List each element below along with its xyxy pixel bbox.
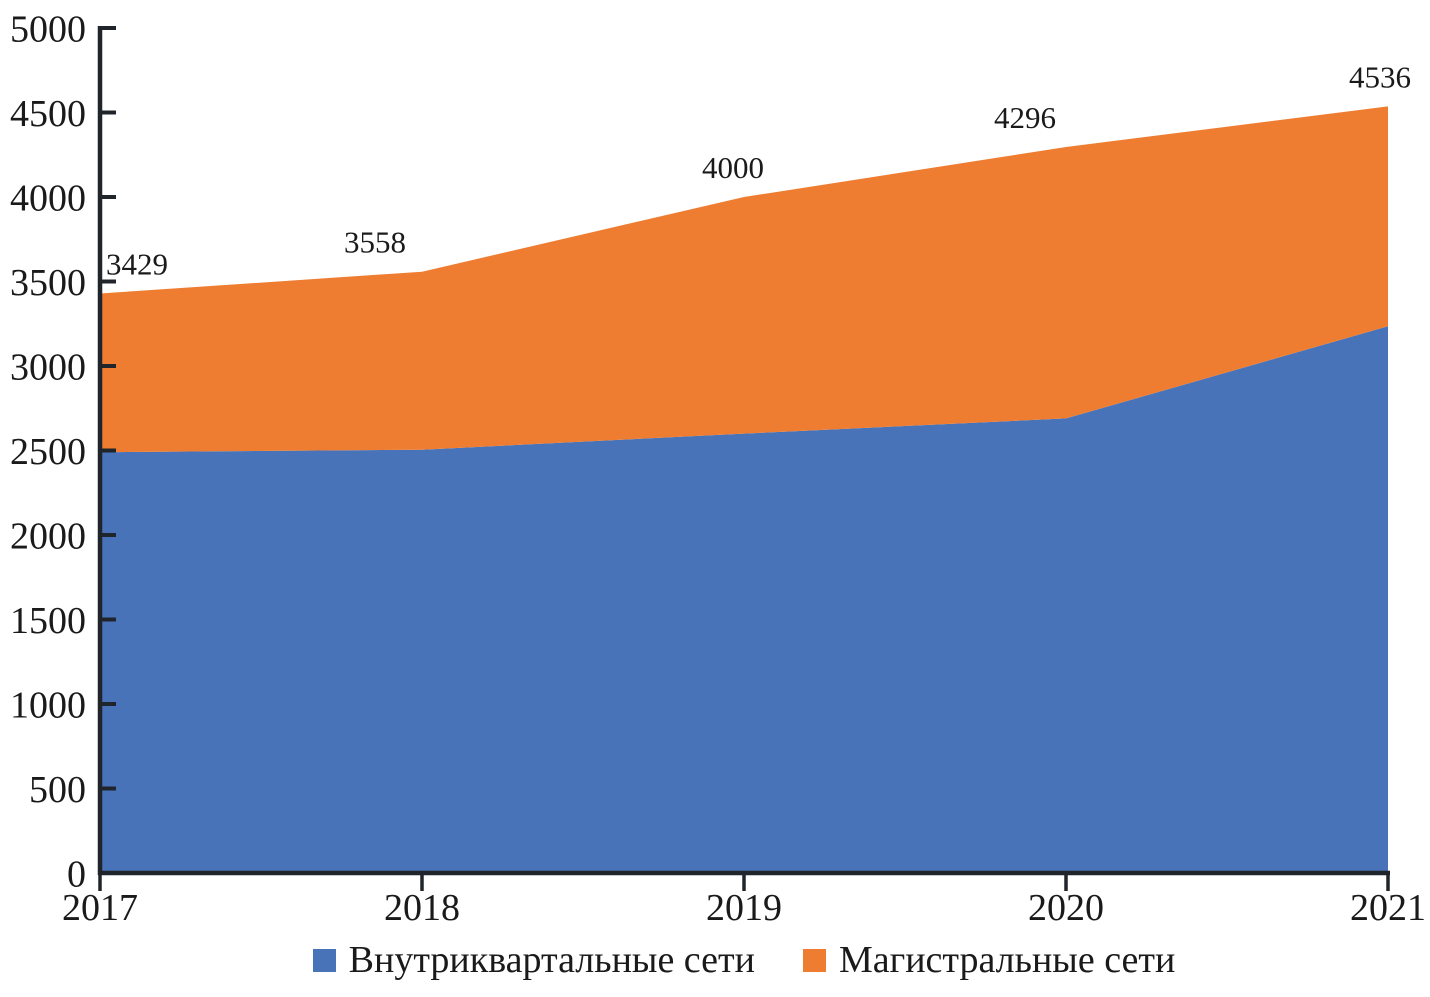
x-tick-label: 2019: [706, 887, 782, 929]
y-tick-label: 2500: [10, 431, 86, 473]
y-tick-label: 2000: [10, 515, 86, 557]
total-label: 4536: [1349, 59, 1411, 94]
y-tick-label: 1500: [10, 600, 86, 642]
area-series-1: [100, 106, 1388, 453]
area-series-0: [100, 326, 1388, 873]
y-tick-label: 3500: [10, 262, 86, 304]
y-tick-label: 0: [67, 853, 86, 895]
y-tick-label: 500: [29, 769, 86, 811]
y-tick-label: 5000: [10, 8, 86, 50]
total-label: 3429: [106, 247, 168, 282]
y-tick-label: 1000: [10, 684, 86, 726]
legend-label: Магистральные сети: [838, 939, 1176, 981]
x-tick-label: 2020: [1028, 887, 1104, 929]
total-label: 4296: [994, 100, 1056, 135]
x-tick-label: 2018: [384, 887, 460, 929]
legend-item-series-1: Магистральные сети: [802, 938, 1176, 982]
x-tick-label: 2017: [62, 887, 138, 929]
y-tick-label: 4500: [10, 93, 86, 135]
total-label: 4000: [702, 150, 764, 185]
legend-swatch-icon: [312, 948, 336, 972]
y-tick-label: 3000: [10, 346, 86, 388]
legend-swatch-icon: [802, 948, 826, 972]
y-tick-label: 4000: [10, 177, 86, 219]
legend-label: Внутриквартальные сети: [348, 939, 755, 981]
legend-item-series-0: Внутриквартальные сети: [312, 938, 755, 982]
total-label: 3558: [344, 225, 406, 260]
chart-legend: Внутриквартальные сети Магистральные сети: [100, 934, 1388, 986]
x-tick-label: 2021: [1350, 887, 1426, 929]
